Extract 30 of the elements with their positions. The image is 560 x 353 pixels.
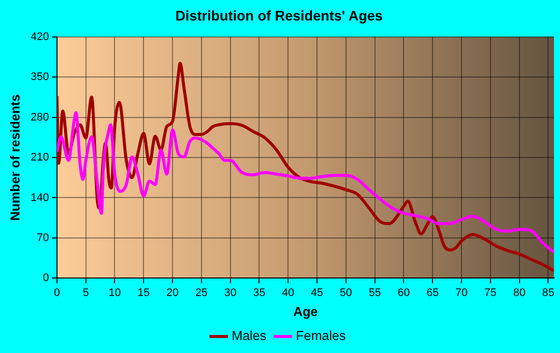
y-tick-label: 420 — [30, 30, 49, 43]
y-axis-title: Number of residents — [7, 94, 22, 221]
y-tick-label: 280 — [30, 111, 49, 124]
x-tick-label: 65 — [426, 286, 439, 299]
x-tick-label: 10 — [108, 286, 121, 299]
y-tick-label: 140 — [30, 192, 49, 204]
x-tick-label: 15 — [138, 286, 150, 299]
legend-label: Males — [232, 328, 267, 344]
x-tick-label: 5 — [82, 286, 89, 299]
x-tick-label: 85 — [542, 286, 554, 299]
x-tick-label: 25 — [195, 286, 208, 299]
legend-label: Females — [296, 328, 346, 344]
x-tick-label: 55 — [368, 286, 381, 299]
x-tick-label: 0 — [54, 286, 60, 299]
x-tick-label: 20 — [166, 286, 179, 299]
x-tick-label: 50 — [340, 286, 352, 299]
x-tick-label: 45 — [310, 286, 324, 299]
x-tick-label: 75 — [484, 286, 497, 299]
x-tick-label: 30 — [224, 286, 236, 299]
y-tick-label: 350 — [30, 71, 49, 84]
x-tick-label: 60 — [398, 286, 410, 299]
x-tick-label: 70 — [455, 286, 468, 299]
x-tick-label: 80 — [513, 286, 526, 299]
y-tick-label: 0 — [42, 272, 49, 284]
x-tick-label: 40 — [282, 286, 294, 299]
x-axis-title: Age — [293, 304, 318, 319]
y-tick-label: 70 — [36, 232, 49, 244]
x-tick-label: 35 — [253, 286, 266, 299]
chart-title: Distribution of Residents' Ages — [175, 7, 383, 24]
y-tick-label: 210 — [30, 152, 49, 164]
